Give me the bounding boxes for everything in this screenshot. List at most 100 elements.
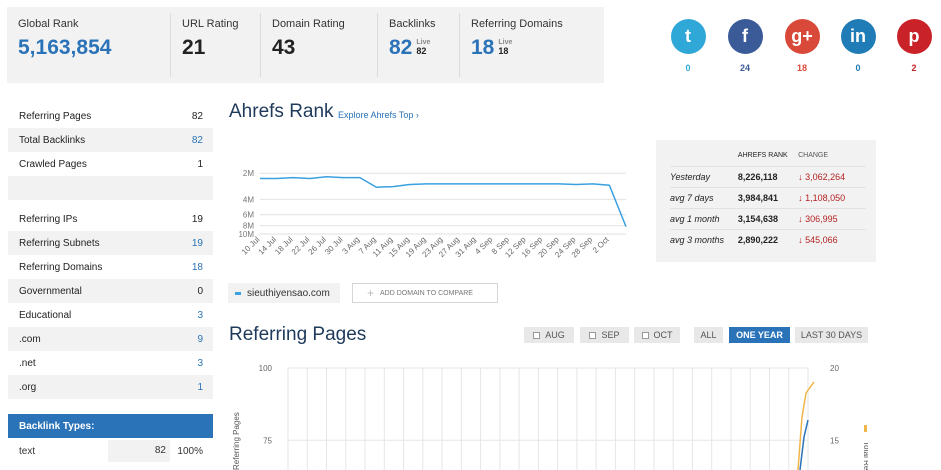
- checkbox-icon[interactable]: [533, 331, 541, 339]
- metric-value[interactable]: 19: [191, 237, 203, 249]
- y-left-axis-label: Referring Pages: [232, 412, 241, 470]
- stat-referring-domains: Referring Domains 18 Live 18: [460, 13, 600, 77]
- linkedin-icon[interactable]: in: [840, 19, 876, 54]
- facebook-icon[interactable]: f: [727, 19, 763, 54]
- stat-global-rank: Global Rank 5,163,854: [7, 13, 171, 77]
- metric-value[interactable]: 9: [197, 333, 203, 345]
- metric-row: Crawled Pages 1: [8, 152, 213, 176]
- period-button-one-year[interactable]: ONE YEAR: [729, 327, 790, 343]
- metric-value: 82: [191, 110, 203, 122]
- stat-url-rating: URL Rating 21: [171, 13, 261, 77]
- rank-value: 2,890,222: [737, 235, 778, 245]
- metric-label: Crawled Pages: [19, 158, 87, 170]
- metric-row: Referring IPs 19: [8, 207, 213, 231]
- metric-label: .org: [19, 381, 37, 393]
- metric-value[interactable]: 82: [191, 134, 203, 146]
- metric-row: Governmental 0: [8, 279, 213, 303]
- metric-label: Referring Subnets: [19, 237, 100, 249]
- stat-label: URL Rating: [182, 18, 239, 30]
- checkbox-icon[interactable]: [641, 331, 649, 339]
- metric-row: .net 3: [8, 351, 213, 375]
- live-label: Live: [416, 39, 431, 46]
- rank-period: avg 7 days: [670, 193, 714, 203]
- metric-row: Total Backlinks 82: [8, 128, 213, 152]
- googleplus-count: 18: [796, 63, 807, 73]
- stat-value-row: 82 Live 82: [389, 36, 448, 60]
- metric-value: 1: [197, 158, 203, 170]
- metric-label: .net: [19, 357, 36, 369]
- live-value: 18: [498, 46, 509, 56]
- metric-value[interactable]: 3: [197, 357, 203, 369]
- rank-value: 3,154,638: [737, 214, 778, 224]
- metric-label: Referring Pages: [19, 110, 92, 122]
- social-googleplus[interactable]: g+ 18: [782, 19, 822, 73]
- backlink-percent: 100%: [177, 445, 203, 457]
- period-button-sep[interactable]: SEP: [580, 327, 629, 343]
- domain-legend-chip[interactable]: sieuthiyensao.com: [228, 283, 340, 303]
- metric-value[interactable]: 3: [197, 309, 203, 321]
- backlink-type: text: [19, 445, 36, 457]
- referring-domains-series-line: [797, 381, 815, 470]
- metric-label: Educational: [19, 309, 72, 321]
- stat-value-row: 18 Live 18: [471, 36, 589, 60]
- metric-row: .org 1: [8, 375, 213, 399]
- twitter-icon[interactable]: t: [670, 19, 706, 54]
- period-label: ALL: [700, 330, 717, 340]
- live-badge: Live 82: [416, 38, 430, 56]
- rank-period: avg 3 months: [670, 235, 725, 245]
- metric-value: 0: [197, 285, 203, 297]
- y-tick-label: 10M: [238, 230, 254, 239]
- pinterest-count: 2: [911, 63, 917, 73]
- y-right-axis-label: Total Re: [862, 441, 868, 470]
- metric-row: Referring Pages 82: [8, 104, 213, 128]
- x-tick-label: 2 Oct: [591, 235, 611, 255]
- rank-series-line: [260, 176, 627, 227]
- stat-value: 43: [272, 36, 296, 59]
- stat-backlinks: Backlinks 82 Live 82: [378, 13, 460, 77]
- period-label: SEP: [601, 330, 620, 340]
- metrics-table: Referring Pages 82 Total Backlinks 82 Crawle…: [8, 104, 213, 399]
- y-tick-label: 2M: [243, 169, 254, 178]
- metric-row: .com 9: [8, 327, 213, 351]
- x-tick-label: 3 Aug: [340, 235, 361, 256]
- googleplus-icon[interactable]: g+: [784, 19, 820, 54]
- social-linkedin[interactable]: in 0: [838, 19, 878, 73]
- stat-value[interactable]: 5,163,854: [18, 36, 112, 59]
- metric-value[interactable]: 1: [197, 381, 203, 393]
- add-domain-label: ADD DOMAIN TO COMPARE: [380, 289, 473, 297]
- social-facebook[interactable]: f 24: [725, 19, 765, 73]
- rank-change: ↓ 3,062,264: [798, 172, 846, 182]
- backlink-count: 82: [108, 440, 170, 462]
- checkbox-icon[interactable]: [589, 331, 597, 339]
- explore-ahrefs-top-link[interactable]: Explore Ahrefs Top ›: [338, 110, 419, 120]
- period-button-aug[interactable]: AUG: [524, 327, 574, 343]
- y-right-tick-label: 20: [830, 364, 839, 373]
- facebook-count: 24: [739, 63, 750, 73]
- y-tick-label: 8M: [243, 222, 254, 231]
- stat-value[interactable]: 82: [389, 36, 413, 59]
- stat-value: 21: [182, 36, 206, 59]
- metric-value[interactable]: 18: [191, 261, 203, 273]
- add-domain-to-compare-button[interactable]: + ADD DOMAIN TO COMPARE: [352, 283, 498, 303]
- period-button-oct[interactable]: OCT: [634, 327, 680, 343]
- backlink-types-header: Backlink Types:: [8, 414, 213, 438]
- rank-change: ↓ 545,066: [798, 235, 838, 245]
- period-button-all[interactable]: ALL: [694, 327, 723, 343]
- live-value: 82: [416, 46, 427, 56]
- domain-name: sieuthiyensao.com: [247, 287, 330, 299]
- stat-label: Backlinks: [389, 18, 436, 30]
- stat-value[interactable]: 18: [471, 36, 495, 59]
- rank-table-header: AHREFS RANK CHANGE: [670, 152, 866, 166]
- header-change: CHANGE: [798, 152, 829, 159]
- x-tick-label: 30 Jul: [323, 235, 345, 257]
- rank-period: Yesterday: [670, 172, 711, 182]
- metric-label: Total Backlinks: [19, 134, 86, 146]
- referring-pages-chart: 100 20 75 15 Referring Pages Total Re: [232, 364, 868, 470]
- plus-icon: +: [367, 286, 375, 300]
- pinterest-icon[interactable]: p: [896, 19, 932, 54]
- rank-row: avg 3 months 2,890,222 ↓ 545,066: [670, 229, 866, 250]
- period-button-last-30-days[interactable]: LAST 30 DAYS: [795, 327, 868, 343]
- referring-pages-title: Referring Pages: [229, 324, 367, 345]
